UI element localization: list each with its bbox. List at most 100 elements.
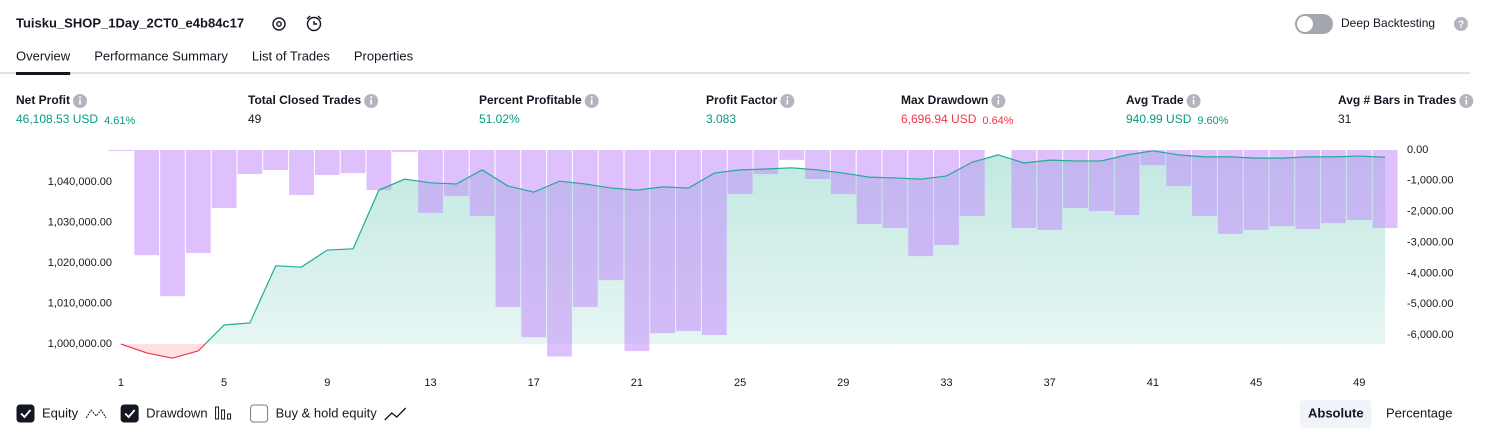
drawdown-bar [469, 150, 495, 216]
y2-tick-label: -6,000.00 [1407, 329, 1453, 341]
x-tick-label: 41 [1147, 377, 1159, 389]
metric-label: Net Profit [16, 93, 70, 107]
drawdown-bar [1295, 150, 1321, 229]
x-tick-label: 9 [324, 377, 330, 389]
drawdown-bar [134, 150, 160, 256]
toggle-label: Deep Backtesting [1341, 16, 1435, 30]
metric-value: 51.02% [479, 112, 520, 126]
legend-label: Buy & hold equity [276, 405, 378, 420]
drawdown-bar [1140, 150, 1166, 166]
x-tick-label: 37 [1044, 377, 1056, 389]
drawdown-bar [676, 150, 701, 332]
x-tick-label: 33 [940, 377, 952, 389]
checkbox [16, 404, 35, 423]
drawdown-bar [908, 150, 934, 257]
info-icon[interactable] [73, 94, 87, 108]
drawdown-bar [108, 150, 134, 151]
drawdown-bar [185, 150, 211, 253]
drawdown-bar [1192, 150, 1217, 216]
drawdown-bar [1088, 150, 1114, 212]
info-icon[interactable] [1459, 94, 1474, 108]
info-dot [1192, 96, 1195, 99]
drawdown-bar [443, 150, 469, 196]
drawdown-bar [237, 150, 263, 175]
metric-value: 49 [248, 112, 262, 126]
info-glyph [997, 99, 1000, 105]
legend-toggle[interactable]: Buy & hold equity [250, 404, 378, 423]
drawdown-bar [366, 150, 392, 191]
equity-icon [85, 409, 107, 419]
drawdown-bar [1269, 150, 1295, 227]
y-tick-label: 1,020,000.00 [48, 257, 112, 269]
x-tick-label: 25 [734, 377, 746, 389]
drawdown-bar [959, 150, 985, 216]
deep-backtesting-toggle[interactable] [1295, 14, 1333, 34]
view-mode-button[interactable]: Percentage [1386, 405, 1453, 420]
info-icon[interactable] [364, 94, 379, 108]
info-glyph [786, 99, 789, 105]
buy-hold-icon [384, 407, 407, 421]
info-icon[interactable] [991, 94, 1006, 108]
drawdown-bar [572, 150, 598, 307]
x-tick-label: 29 [837, 377, 849, 389]
y-tick-label: 1,000,000.00 [48, 338, 112, 350]
drawdown-bar [856, 150, 882, 225]
x-tick-label: 45 [1250, 377, 1262, 389]
drawdown-bar [753, 150, 779, 175]
drawdown-bar [521, 150, 547, 338]
x-tick-label: 5 [221, 377, 227, 389]
metric-label: Total Closed Trades [248, 93, 361, 107]
y2-tick-label: -5,000.00 [1407, 298, 1453, 310]
x-tick-label: 1 [118, 377, 124, 389]
y2-tick-label: 0.00 [1407, 144, 1428, 156]
info-icon[interactable] [780, 94, 795, 108]
legend-label: Equity [42, 405, 79, 420]
checkmark [124, 409, 136, 419]
drawdown-icon [215, 406, 232, 420]
tab[interactable]: Properties [354, 48, 414, 63]
info-icon[interactable] [1186, 94, 1201, 108]
drawdown-bar [1346, 150, 1372, 220]
metric-label: Profit Factor [706, 93, 778, 107]
drawdown-bar [779, 150, 805, 160]
tab[interactable]: Performance Summary [94, 48, 228, 63]
help-icon[interactable]: ? [1454, 17, 1468, 31]
metric-label: Avg Trade [1126, 93, 1184, 107]
drawdown-bar [340, 150, 366, 174]
alert-icon[interactable] [306, 15, 322, 32]
y2-tick-label: -2,000.00 [1407, 206, 1453, 218]
info-glyph [79, 99, 81, 105]
drawdown-bar [650, 150, 676, 334]
legend-toggle[interactable]: Drawdown [120, 404, 208, 423]
x-tick-label: 13 [424, 377, 436, 389]
active-mode-bg [1300, 400, 1372, 428]
checkmark [20, 409, 32, 419]
drawdown-bar [392, 150, 418, 152]
info-dot [590, 96, 593, 99]
settings-icon[interactable] [272, 17, 286, 31]
info-dot [997, 96, 1000, 99]
checkbox [250, 404, 269, 423]
drawdown-bar [727, 150, 753, 195]
metric-label: Percent Profitable [479, 93, 582, 107]
y-tick-label: 1,010,000.00 [48, 297, 112, 309]
tab[interactable]: Overview [16, 48, 71, 63]
x-tick-label: 17 [528, 377, 540, 389]
view-mode-button[interactable]: Absolute [1308, 405, 1364, 420]
info-icon[interactable] [584, 94, 599, 108]
metric-change: 4.61% [104, 115, 135, 127]
info-glyph [590, 99, 593, 105]
drawdown-bar [160, 150, 185, 297]
tab[interactable]: List of Trades [252, 48, 331, 63]
legend-toggle[interactable]: Equity [16, 404, 79, 423]
equity-line [120, 150, 1386, 345]
active-tab-underline [16, 72, 71, 75]
info-dot [786, 96, 789, 99]
drawdown-bar [1321, 150, 1346, 224]
drawdown-bar [882, 150, 908, 229]
y2-tick-label: -4,000.00 [1407, 267, 1453, 279]
metric-change: 0.64% [982, 115, 1013, 127]
drawdown-bar [624, 150, 650, 352]
info-dot [370, 96, 373, 99]
